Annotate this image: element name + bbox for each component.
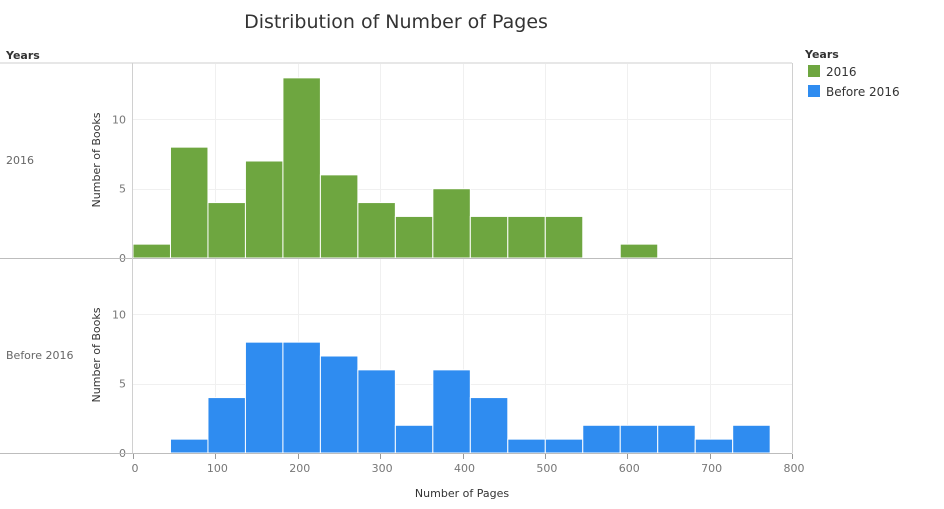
bar-2016[interactable] (357, 202, 396, 259)
x-tick-label: 700 (701, 462, 722, 475)
bar-before-2016[interactable] (694, 438, 734, 454)
bar-before-2016[interactable] (544, 438, 584, 454)
x-tick-label: 200 (289, 462, 310, 475)
x-tick-label: 500 (536, 462, 557, 475)
bar-2016[interactable] (432, 188, 471, 259)
legend: Years 2016 Before 2016 (804, 48, 900, 99)
row-label-2016: 2016 (6, 154, 34, 167)
bar-2016[interactable] (282, 77, 321, 259)
y-tick-label: 10 (112, 113, 126, 126)
bar-before-2016[interactable] (619, 424, 659, 454)
bar-before-2016[interactable] (244, 341, 284, 454)
bar-2016[interactable] (507, 215, 546, 259)
legend-swatch-2016 (808, 65, 820, 77)
x-axis-title: Number of Pages (415, 487, 509, 500)
bar-before-2016[interactable] (169, 438, 209, 454)
bar-before-2016[interactable] (207, 397, 246, 454)
bar-before-2016[interactable] (732, 424, 771, 454)
bar-before-2016[interactable] (507, 438, 546, 454)
bar-before-2016[interactable] (657, 424, 696, 454)
bar-before-2016[interactable] (319, 355, 359, 454)
row-header: Years (5, 49, 40, 62)
bar-2016[interactable] (469, 215, 509, 259)
bar-before-2016[interactable] (394, 424, 434, 454)
y-tick-label: 10 (112, 308, 126, 321)
legend-label-2016[interactable]: 2016 (826, 65, 857, 79)
x-tick-label: 600 (619, 462, 640, 475)
y-axis-title-bottom: Number of Books (90, 307, 103, 402)
bar-2016[interactable] (544, 215, 584, 259)
row-label-before-2016: Before 2016 (6, 349, 73, 362)
x-tick-label: 300 (372, 462, 393, 475)
bar-2016[interactable] (207, 202, 246, 259)
bar-2016[interactable] (244, 160, 284, 259)
x-axis: 0 100 200 300 400 500 600 700 800 (132, 454, 805, 475)
bar-before-2016[interactable] (357, 369, 396, 454)
bar-2016[interactable] (169, 146, 209, 259)
chart-title: Distribution of Number of Pages (244, 11, 548, 33)
y-axis-title-top: Number of Books (90, 112, 103, 207)
y-tick-label: 5 (119, 183, 126, 196)
bar-2016[interactable] (132, 243, 171, 259)
bar-before-2016[interactable] (282, 341, 321, 454)
bar-2016[interactable] (394, 215, 434, 259)
x-tick-label: 400 (454, 462, 475, 475)
legend-label-before-2016[interactable]: Before 2016 (826, 85, 900, 99)
x-tick-label: 0 (132, 462, 139, 475)
bar-before-2016[interactable] (469, 397, 509, 454)
legend-swatch-before-2016 (808, 85, 820, 97)
x-tick-label: 800 (784, 462, 805, 475)
bar-2016[interactable] (319, 174, 359, 259)
bar-before-2016[interactable] (432, 369, 471, 454)
bar-before-2016[interactable] (582, 424, 621, 454)
x-tick-label: 100 (207, 462, 228, 475)
bar-2016[interactable] (619, 243, 659, 259)
y-tick-label: 5 (119, 378, 126, 391)
legend-title: Years (804, 48, 839, 61)
